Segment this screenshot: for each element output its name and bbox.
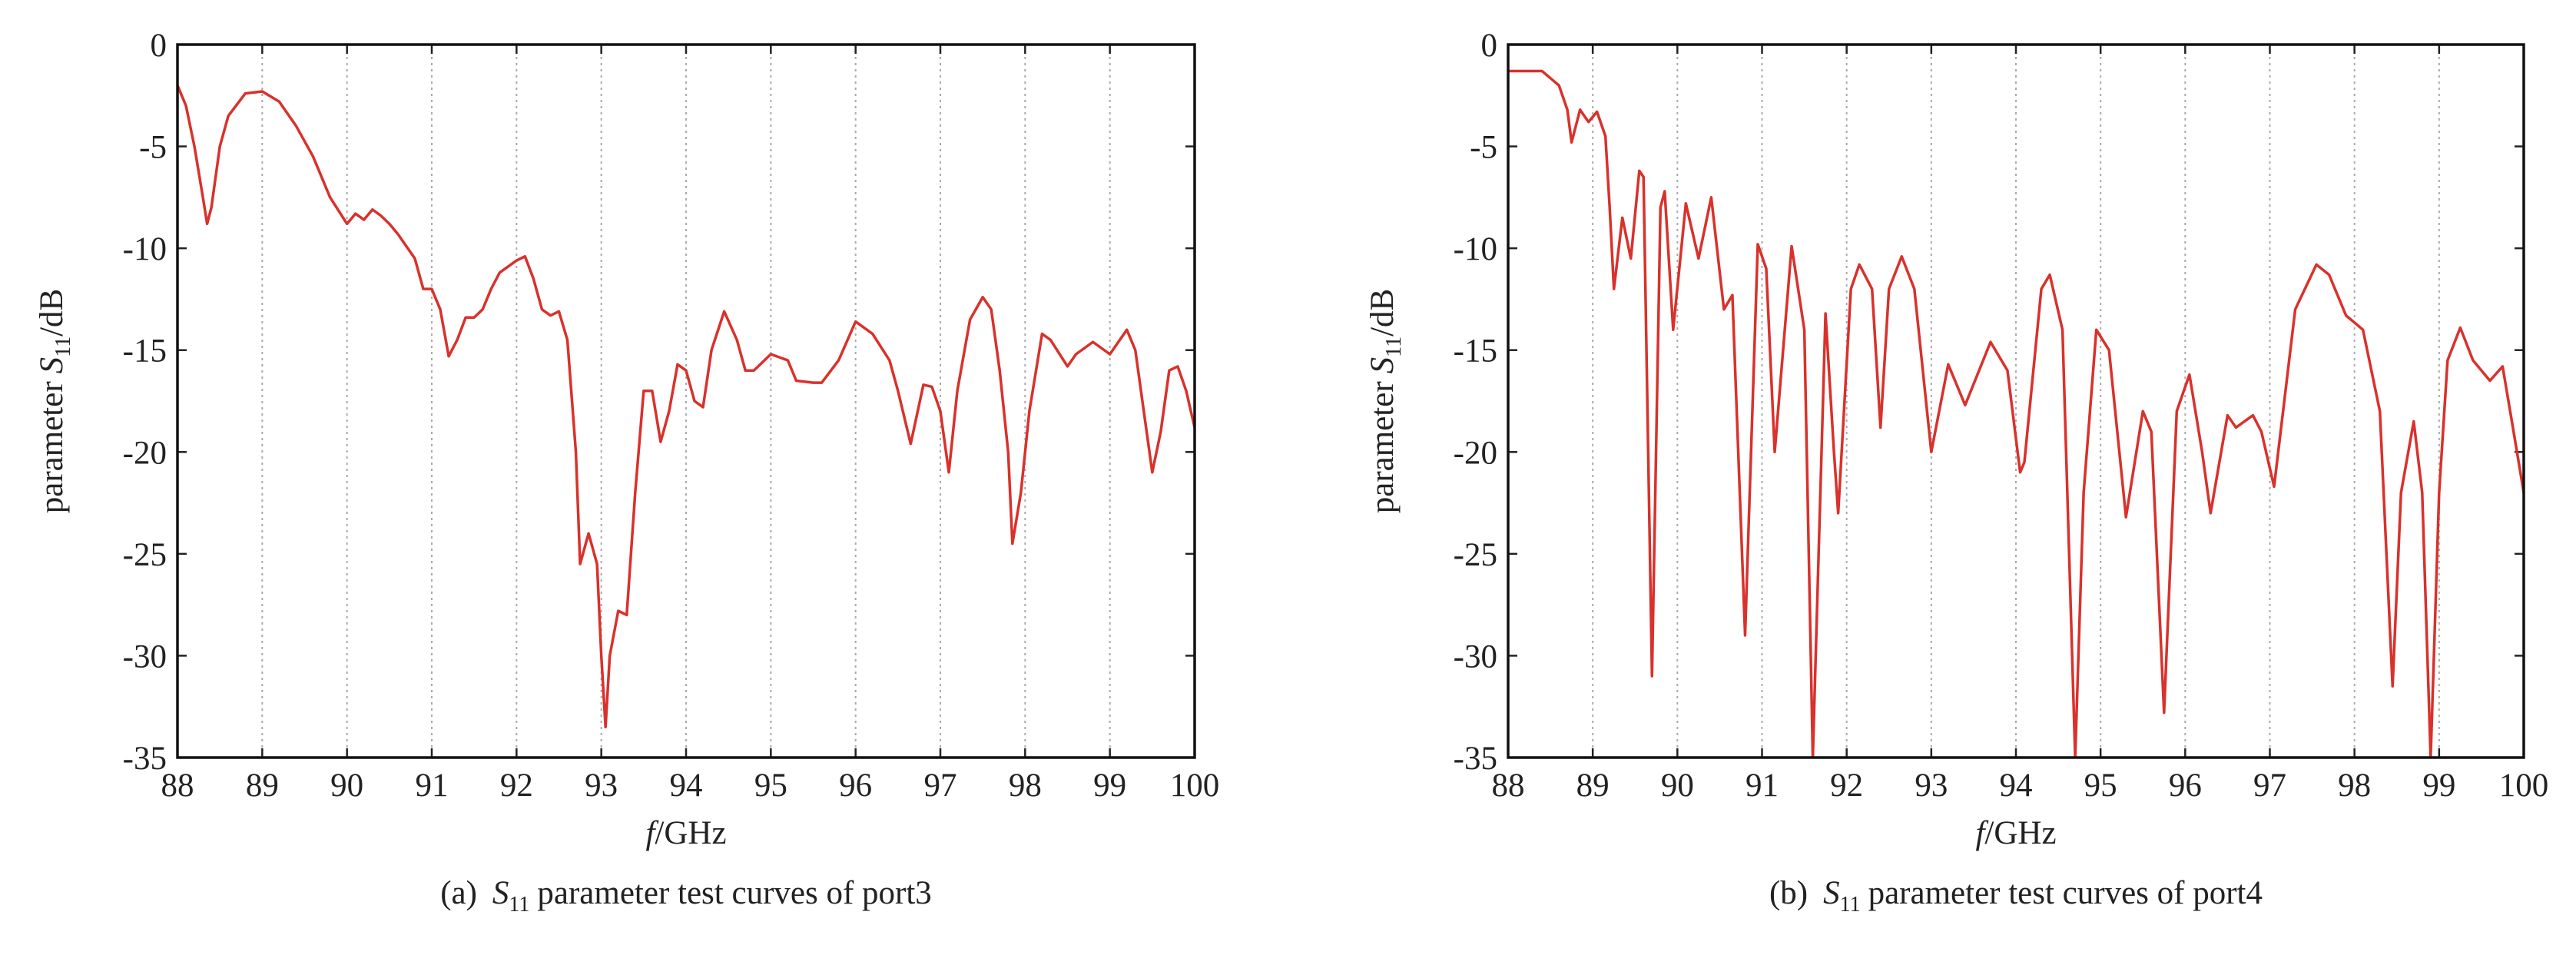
x-tick-label: 98 <box>2338 768 2371 804</box>
x-tick-label: 94 <box>670 768 703 804</box>
y-label-text: parameter <box>34 381 70 513</box>
x-axis-label: f/GHz <box>1975 815 2056 851</box>
caption: (b) S11 parameter test curves of port4 <box>1769 875 2263 917</box>
y-label-unit: /dB <box>34 289 70 337</box>
caption-symbol: S <box>492 875 509 911</box>
y-tick-label: -35 <box>1454 741 1497 777</box>
y-label-text: parameter <box>1364 381 1401 513</box>
y-tick-label: 0 <box>1481 28 1498 64</box>
x-label-unit: /GHz <box>1984 815 2056 851</box>
x-tick-label: 88 <box>1492 768 1525 804</box>
subplot: 88 89 90 91 92 93 94 95 96 97 98 99 100 0 -5 -10 -15 -20 -… <box>34 28 1219 917</box>
y-tick-label: -5 <box>139 130 167 166</box>
caption-text: parameter test curves of port4 <box>1868 875 2263 911</box>
y-tick-label: -20 <box>123 435 167 471</box>
caption: (a) S11 parameter test curves of port3 <box>440 875 932 917</box>
y-tick-label: -10 <box>1454 231 1497 267</box>
caption-subscript: 11 <box>509 893 529 917</box>
x-tick-label: 95 <box>2084 768 2117 804</box>
x-tick-label: 91 <box>416 768 449 804</box>
x-tick-label: 96 <box>839 768 872 804</box>
caption-symbol: S <box>1823 875 1840 911</box>
y-tick-label: -15 <box>123 333 167 370</box>
caption-label: (a) <box>440 875 477 911</box>
x-tick-label: 94 <box>2000 768 2033 804</box>
plot-frame <box>1507 43 2525 759</box>
y-label-symbol: S <box>1364 357 1401 374</box>
x-tick-label: 92 <box>1830 768 1863 804</box>
y-label-symbol: S <box>34 357 70 374</box>
y-label-subscript: 11 <box>51 337 75 357</box>
y-label-subscript: 11 <box>1382 337 1406 357</box>
y-tick-label: -35 <box>123 741 167 777</box>
x-label-unit: /GHz <box>655 815 726 851</box>
x-tick-label: 99 <box>1093 768 1126 804</box>
y-tick-label: -25 <box>1454 537 1497 573</box>
y-tick-label: -25 <box>123 537 167 573</box>
x-tick-label: 98 <box>1009 768 1042 804</box>
x-tick-label: 100 <box>1170 768 1220 804</box>
x-tick-label: 89 <box>246 768 279 804</box>
y-axis-label: parameter S11/dB <box>1364 289 1406 513</box>
y-tick-label: -10 <box>123 231 167 267</box>
y-tick-label: 0 <box>151 28 167 64</box>
x-tick-label: 92 <box>500 768 533 804</box>
y-axis-label: parameter S11/dB <box>34 289 75 513</box>
y-tick-label: -15 <box>1454 333 1497 370</box>
x-tick-label: 95 <box>754 768 787 804</box>
curve <box>177 85 1195 728</box>
x-tick-label: 93 <box>585 768 618 804</box>
subplot: 88 89 90 91 92 93 94 95 96 97 98 99 100 0 -5 -10 -15 -20 -… <box>1364 28 2548 917</box>
curve <box>1508 69 2524 758</box>
y-tick-label: -30 <box>1454 638 1497 675</box>
y-tick-label: -20 <box>1454 435 1497 471</box>
x-tick-label: 91 <box>1746 768 1779 804</box>
x-tick-label: 89 <box>1576 768 1610 804</box>
x-tick-label: 97 <box>924 768 957 804</box>
y-tick-label: -5 <box>1470 130 1497 166</box>
caption-label: (b) <box>1769 875 1808 911</box>
x-tick-label: 96 <box>2169 768 2202 804</box>
x-tick-label: 97 <box>2253 768 2286 804</box>
y-tick-label: -30 <box>123 638 167 675</box>
plot-frame <box>176 43 1196 759</box>
x-tick-label: 100 <box>2499 768 2549 804</box>
x-tick-label: 88 <box>161 768 194 804</box>
x-axis-label: f/GHz <box>645 815 726 851</box>
caption-text: parameter test curves of port3 <box>537 875 931 911</box>
x-tick-label: 99 <box>2422 768 2455 804</box>
x-tick-label: 90 <box>330 768 363 804</box>
y-label-unit: /dB <box>1364 289 1401 337</box>
x-tick-label: 90 <box>1661 768 1694 804</box>
x-tick-label: 93 <box>1915 768 1948 804</box>
caption-subscript: 11 <box>1840 893 1861 917</box>
